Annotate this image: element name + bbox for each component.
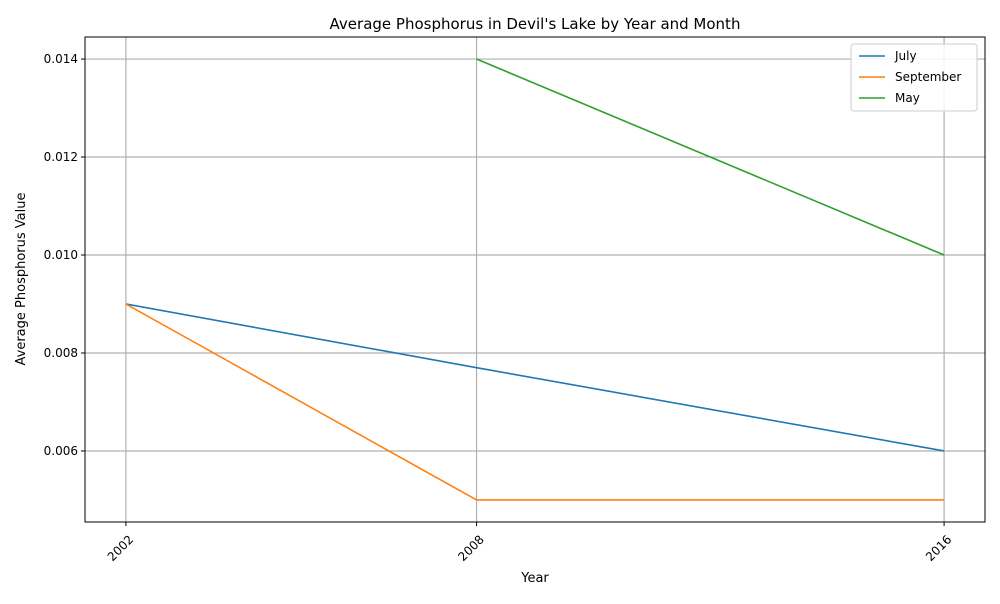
series-line-may	[476, 58, 945, 256]
chart-title: Average Phosphorus in Devil's Lake by Ye…	[330, 15, 741, 33]
legend-label: May	[895, 91, 920, 105]
legend-label: July	[894, 49, 917, 63]
plot-frame	[84, 36, 986, 523]
series-line-july	[125, 303, 945, 452]
y-axis-label: Average Phosphorus Value	[14, 193, 29, 366]
grid	[85, 37, 985, 522]
x-axis-ticks: 2002 2008 2016	[105, 522, 954, 564]
y-tick-label: 0.010	[44, 248, 78, 262]
x-axis-label: Year	[520, 571, 549, 586]
legend: July September May	[850, 43, 978, 112]
legend-label: September	[895, 70, 961, 84]
y-tick-label: 0.012	[44, 150, 78, 164]
y-axis-ticks: 0.006 0.008 0.010 0.012 0.014	[44, 52, 85, 458]
x-tick-label: 2016	[923, 532, 954, 563]
legend-box	[850, 43, 978, 112]
x-tick-label: 2002	[105, 532, 136, 563]
series-line-september	[125, 303, 945, 501]
series-lines	[125, 58, 945, 501]
y-tick-label: 0.006	[44, 444, 78, 458]
y-tick-label: 0.014	[44, 52, 78, 66]
y-tick-label: 0.008	[44, 346, 78, 360]
x-tick-label: 2008	[455, 532, 486, 563]
